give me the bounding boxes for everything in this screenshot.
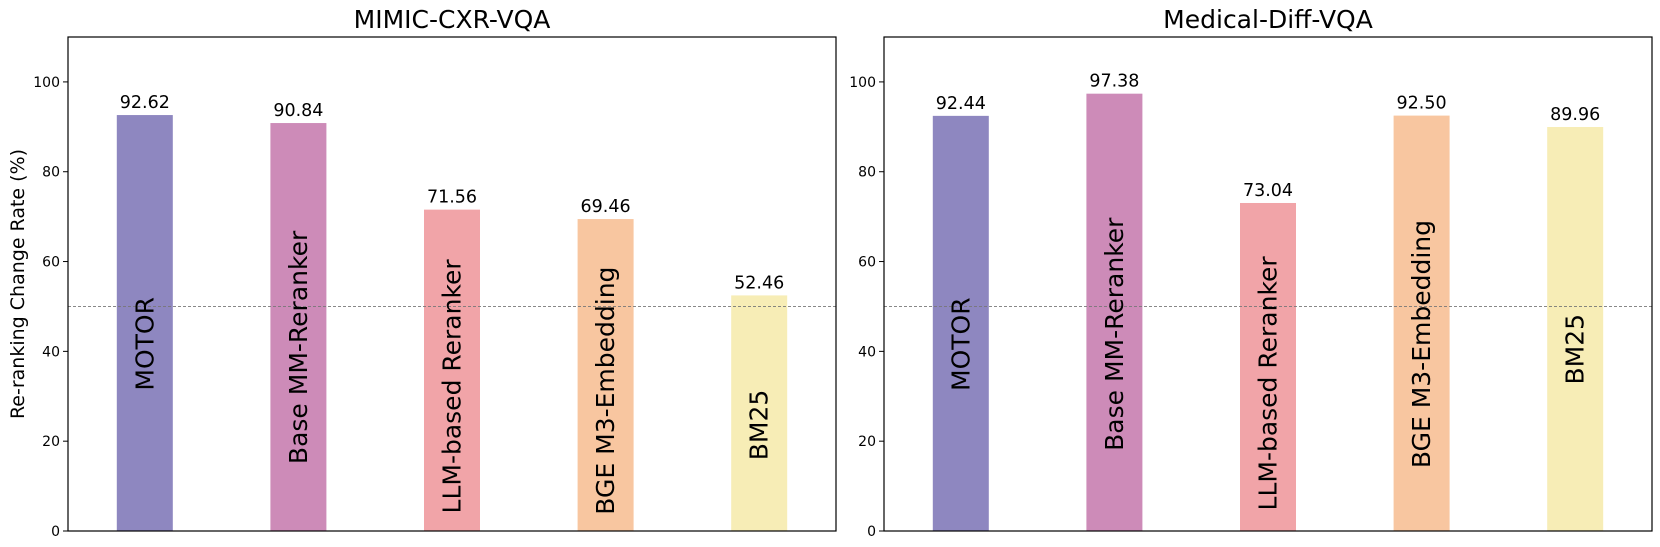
bar-value-label: 71.56 <box>427 188 477 208</box>
category-label: LLM-based Reranker <box>1254 256 1283 511</box>
bar-2 <box>1086 93 1143 532</box>
category-label: LLM-based Reranker <box>438 259 467 514</box>
y-tick-label: 40 <box>42 344 60 360</box>
chart-panel-2: Medical-Diff-VQA 0 20 40 60 80 100 92.44 97.38 73… <box>849 5 1653 540</box>
category-label: BM25 <box>745 390 774 461</box>
bar-3 <box>1240 202 1296 531</box>
bar-3 <box>424 209 480 531</box>
bar-1 <box>932 115 989 532</box>
y-tick-label: 80 <box>42 165 60 181</box>
category-label: BM25 <box>1561 314 1590 385</box>
category-label: MOTOR <box>130 297 159 391</box>
category-label: MOTOR <box>946 297 975 391</box>
category-label: Base MM-Reranker <box>284 230 313 464</box>
y-tick-label: 100 <box>33 75 60 91</box>
y-tick-label: 60 <box>858 255 876 271</box>
bar-1 <box>116 115 173 531</box>
bar-4 <box>577 219 634 531</box>
y-tick-label: 20 <box>42 434 60 450</box>
y-tick-label: 20 <box>858 434 876 450</box>
bar-5 <box>1547 126 1604 532</box>
y-tick-label: 40 <box>858 344 876 360</box>
chart-title: Medical-Diff-VQA <box>1163 5 1373 34</box>
y-axis-label: Re-ranking Change Rate (%) <box>7 149 29 419</box>
bar-value-label: 92.50 <box>1397 94 1447 114</box>
plot-frame <box>883 36 1653 532</box>
chart-title: MIMIC-CXR-VQA <box>354 5 551 34</box>
bar-value-label: 97.38 <box>1089 72 1139 92</box>
y-tick-label: 100 <box>849 75 876 91</box>
plot-frame <box>67 36 837 532</box>
category-label: Base MM-Reranker <box>1100 217 1129 451</box>
bar-value-label: 92.44 <box>936 94 986 114</box>
bar-value-label: 92.62 <box>120 93 170 113</box>
y-tick-label: 0 <box>51 524 60 540</box>
bar-value-label: 90.84 <box>273 101 323 121</box>
bar-value-label: 89.96 <box>1550 105 1600 125</box>
bar-value-label: 73.04 <box>1243 181 1293 201</box>
bar-5 <box>731 295 788 531</box>
bar-value-label: 52.46 <box>734 273 784 293</box>
y-tick-label: 80 <box>858 165 876 181</box>
y-tick-label: 60 <box>42 255 60 271</box>
category-label: BGE M3-Embedding <box>591 267 620 515</box>
y-tick-label: 0 <box>867 524 876 540</box>
bar-value-label: 69.46 <box>581 197 631 217</box>
category-label: BGE M3-Embedding <box>1407 220 1436 468</box>
chart-panel-1: MIMIC-CXR-VQA Re-ranking Change Rate (%) 0… <box>7 5 837 540</box>
bar-4 <box>1393 115 1450 531</box>
bar-2 <box>270 123 327 532</box>
